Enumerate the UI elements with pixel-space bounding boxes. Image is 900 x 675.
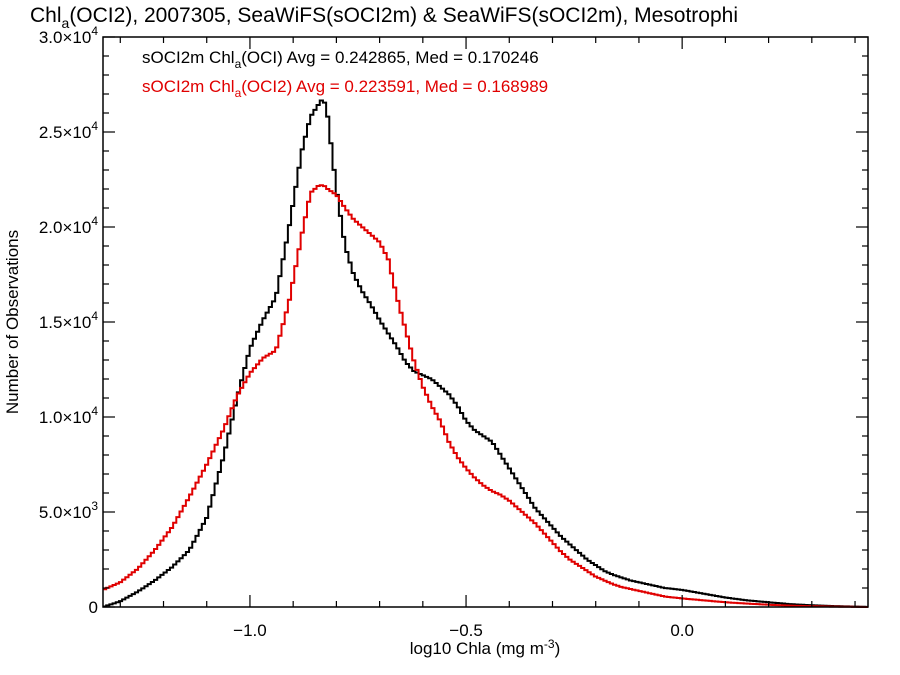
series-line-1 [103, 184, 868, 608]
legend-entry-oci2: sOCI2m Chla(OCI2) Avg = 0.223591, Med = … [142, 77, 548, 100]
legend-entry-oci-post: (OCI) Avg = 0.242865, Med = 0.170246 [241, 48, 538, 67]
x-axis-title-superscript: -3 [544, 637, 555, 651]
x-axis-title: log10 Chla (mg m-3) [410, 637, 561, 658]
y-tick-label-exponent: 4 [91, 119, 98, 133]
chart-title-subscript: a [62, 15, 70, 31]
y-tick-label: 1.0×104 [39, 404, 98, 427]
chart-title-rest: (OCI2), 2007305, SeaWiFS(sOCI2m) & SeaWi… [69, 4, 738, 27]
y-tick-label: 2.0×104 [39, 214, 98, 237]
legend-entry-oci: sOCI2m Chla(OCI) Avg = 0.242865, Med = 0… [142, 48, 539, 71]
y-tick-label-exponent: 4 [91, 214, 98, 228]
chart-title-prefix: Chl [30, 4, 62, 27]
y-axis: 05.0×1031.0×1041.5×1042.0×1042.5×1043.0×… [39, 24, 868, 617]
y-tick-label: 1.5×104 [39, 309, 98, 332]
x-tick-label: −1.0 [233, 621, 267, 640]
legend-entry-oci2-post: (OCI2) Avg = 0.223591, Med = 0.168989 [241, 77, 548, 96]
x-tick-label: 0.0 [670, 621, 694, 640]
series-layer [103, 99, 868, 608]
y-tick-label-mantissa: 2.5×10 [39, 123, 91, 142]
x-axis: −1.0 −0.5 0.0 [119, 37, 856, 640]
x-axis-title-main: log10 Chla (mg m [410, 639, 544, 658]
legend: sOCI2m Chla(OCI) Avg = 0.242865, Med = 0… [142, 48, 548, 100]
y-tick-label-mantissa: 5.0×10 [39, 503, 91, 522]
plot-frame [102, 36, 869, 608]
x-axis-title-end: ) [555, 639, 561, 658]
y-tick-label-mantissa: 2.0×10 [39, 218, 91, 237]
y-tick-label-exponent: 4 [91, 24, 98, 38]
y-tick-label-mantissa: 3.0×10 [39, 28, 91, 47]
chart-title: Chla(OCI2), 2007305, SeaWiFS(sOCI2m) & S… [30, 4, 738, 31]
x-tick-label: −0.5 [449, 621, 483, 640]
y-axis-title: Number of Observations [3, 230, 22, 414]
legend-entry-oci2-pre: sOCI2m Chl [142, 77, 235, 96]
legend-entry-oci2-sub: a [235, 86, 242, 100]
y-tick-label-exponent: 4 [91, 404, 98, 418]
y-tick-label-mantissa: 1.5×10 [39, 313, 91, 332]
y-tick-label: 2.5×104 [39, 119, 98, 142]
series-line-0 [103, 99, 868, 608]
y-tick-label-exponent: 3 [91, 499, 98, 513]
y-tick-label: 0 [89, 598, 98, 617]
y-tick-label-exponent: 4 [91, 309, 98, 323]
legend-entry-oci-pre: sOCI2m Chl [142, 48, 235, 67]
y-tick-label-mantissa: 1.0×10 [39, 408, 91, 427]
y-tick-label: 3.0×104 [39, 24, 98, 47]
y-tick-label: 5.0×103 [39, 499, 98, 522]
legend-entry-oci-sub: a [235, 57, 242, 71]
